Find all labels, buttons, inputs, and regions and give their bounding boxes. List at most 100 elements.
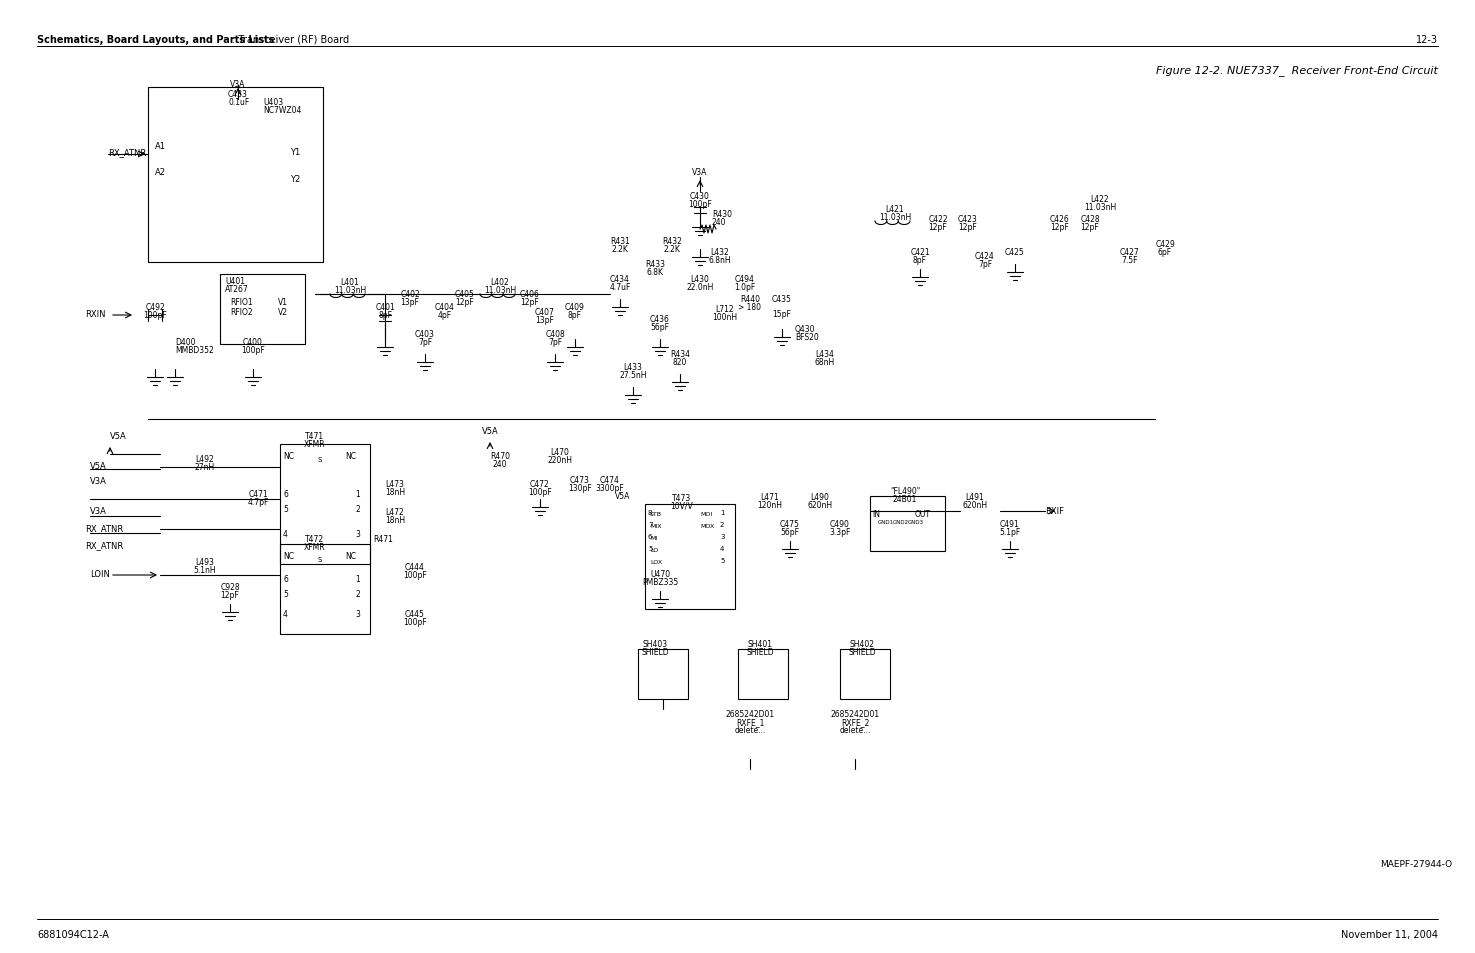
Text: GND1: GND1 (878, 519, 894, 524)
Text: C405: C405 (456, 290, 475, 298)
Text: LOIN: LOIN (90, 569, 109, 578)
Text: 240: 240 (493, 459, 507, 469)
Text: 220nH: 220nH (547, 456, 572, 464)
Text: 6.8nH: 6.8nH (708, 255, 732, 265)
Text: L490: L490 (811, 493, 829, 501)
Text: BFS20: BFS20 (795, 333, 819, 341)
Text: 1: 1 (355, 575, 360, 583)
Text: U470: U470 (650, 569, 670, 578)
Text: V2: V2 (277, 308, 288, 316)
Text: 120nH: 120nH (758, 500, 783, 510)
Text: 100pF: 100pF (240, 346, 266, 355)
Text: SH401: SH401 (748, 639, 773, 648)
Text: V1: V1 (277, 297, 288, 307)
Text: 8pF: 8pF (568, 311, 583, 319)
Text: T471: T471 (305, 432, 324, 440)
Bar (839, 649, 889, 700)
Text: GND3: GND3 (909, 519, 925, 524)
Text: 2: 2 (355, 504, 360, 514)
Text: C427: C427 (1120, 248, 1140, 256)
Text: NC: NC (345, 552, 355, 560)
Text: L434: L434 (816, 350, 833, 358)
Text: RXIN: RXIN (86, 310, 106, 318)
Text: Y1: Y1 (291, 148, 301, 157)
Text: C430: C430 (690, 192, 709, 201)
Text: Schematics, Board Layouts, and Parts Lists: Schematics, Board Layouts, and Parts Lis… (37, 35, 274, 45)
Bar (870, 497, 945, 552)
Text: L432: L432 (711, 248, 729, 256)
Text: 12pF: 12pF (221, 590, 239, 599)
Text: 100pF: 100pF (528, 488, 552, 497)
Text: 7: 7 (648, 521, 652, 527)
Text: C407: C407 (535, 308, 555, 316)
Text: 18nH: 18nH (385, 488, 406, 497)
Text: Q430: Q430 (795, 325, 816, 334)
Text: R470: R470 (490, 452, 510, 460)
Text: 56pF: 56pF (780, 527, 799, 537)
Text: SH403: SH403 (643, 639, 668, 648)
Text: LO: LO (650, 547, 658, 553)
Text: 100pF: 100pF (403, 571, 426, 579)
Text: V3A: V3A (230, 80, 246, 89)
Text: C490: C490 (830, 519, 850, 529)
Text: L402: L402 (491, 277, 509, 287)
Text: C436: C436 (650, 314, 670, 324)
Text: 1.0pF: 1.0pF (735, 283, 755, 292)
Text: L430: L430 (690, 274, 709, 284)
Text: L712: L712 (715, 305, 735, 314)
Text: C433: C433 (229, 90, 248, 99)
Text: 68nH: 68nH (816, 357, 835, 367)
Text: C474: C474 (600, 476, 620, 484)
Text: T473: T473 (673, 494, 692, 502)
Text: C425: C425 (1004, 248, 1025, 256)
Text: RXFE_1: RXFE_1 (736, 718, 764, 726)
Text: 13pF: 13pF (401, 297, 419, 307)
Text: A1: A1 (155, 142, 167, 151)
Text: 100pF: 100pF (403, 618, 426, 626)
Text: 3: 3 (355, 530, 360, 538)
Bar (280, 544, 370, 635)
Text: T472: T472 (305, 535, 324, 543)
Text: 8pF: 8pF (913, 255, 926, 265)
Text: 2685242D01: 2685242D01 (830, 709, 879, 719)
Bar (738, 649, 788, 700)
Text: L493: L493 (196, 558, 214, 566)
Text: C492: C492 (145, 303, 165, 312)
Text: L491: L491 (966, 493, 984, 501)
Text: L471: L471 (761, 493, 779, 501)
Text: 5.1nH: 5.1nH (193, 565, 217, 575)
Text: A2: A2 (155, 168, 167, 177)
Text: C473: C473 (569, 476, 590, 484)
Text: C928: C928 (220, 582, 240, 592)
Text: delete...: delete... (839, 725, 870, 734)
Text: 12pF: 12pF (929, 223, 947, 232)
Text: L492: L492 (196, 455, 214, 463)
Text: SHIELD: SHIELD (848, 647, 876, 657)
Text: 7pF: 7pF (547, 337, 562, 347)
Text: V5A: V5A (90, 461, 106, 471)
Text: 2685242D01: 2685242D01 (726, 709, 774, 719)
Text: MIX: MIX (650, 523, 661, 529)
Text: 5: 5 (283, 589, 288, 598)
Text: 6.8K: 6.8K (646, 268, 664, 276)
Text: delete...: delete... (735, 725, 766, 734)
Text: NC: NC (345, 452, 355, 460)
Text: 12pF: 12pF (1050, 223, 1069, 232)
Text: > 180: > 180 (739, 303, 761, 312)
Text: XFMR: XFMR (304, 439, 326, 449)
Text: 18nH: 18nH (385, 516, 406, 524)
Text: RX_ATNR: RX_ATNR (108, 148, 146, 157)
Text: R431: R431 (611, 236, 630, 246)
Text: R433: R433 (645, 260, 665, 269)
Text: 3.3pF: 3.3pF (829, 527, 851, 537)
Text: RFIO1: RFIO1 (230, 297, 252, 307)
Text: 4.7pF: 4.7pF (248, 497, 268, 506)
Text: 12pF: 12pF (1081, 223, 1099, 232)
Text: 12pF: 12pF (959, 223, 978, 232)
Text: C434: C434 (611, 274, 630, 284)
Text: SHIELD: SHIELD (746, 647, 774, 657)
Text: 6: 6 (648, 534, 652, 539)
Text: V5A: V5A (482, 427, 499, 436)
Text: NC7WZ04: NC7WZ04 (263, 106, 301, 115)
Text: V5A: V5A (615, 492, 631, 500)
